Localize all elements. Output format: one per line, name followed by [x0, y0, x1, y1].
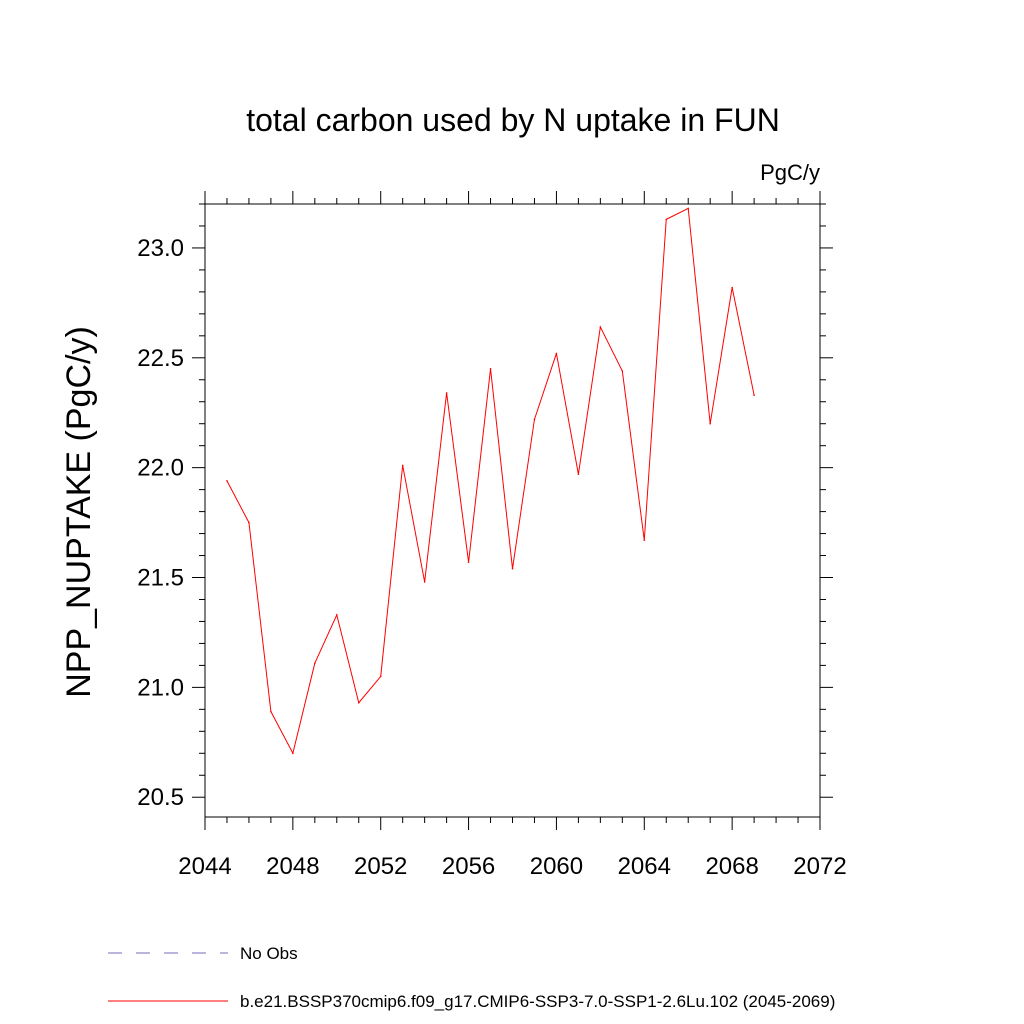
data-point — [753, 394, 755, 396]
y-tick-label: 21.5 — [137, 565, 184, 592]
x-tick-label: 2072 — [793, 853, 846, 880]
y-axis-label: NPP_NUPTAKE (PgC/y) — [60, 326, 98, 698]
data-point — [467, 561, 470, 563]
units-label: PgC/y — [760, 160, 820, 185]
legend-label-no-obs: No Obs — [240, 944, 298, 963]
data-point — [335, 614, 338, 616]
data-point — [423, 581, 426, 583]
y-tick-label: 22.5 — [137, 345, 184, 372]
data-point — [621, 370, 624, 372]
data-point — [248, 521, 250, 524]
plot-frame — [204, 203, 821, 818]
x-tick-label: 2052 — [354, 853, 407, 880]
chart-title: total carbon used by N uptake in FUN — [246, 102, 780, 138]
data-point — [226, 480, 228, 482]
data-point — [643, 539, 646, 541]
y-tick-label: 23.0 — [137, 235, 184, 262]
data-point — [555, 352, 558, 355]
data-point — [401, 464, 404, 467]
y-tick-label: 21.0 — [137, 674, 184, 701]
x-tick-label: 2044 — [178, 853, 231, 880]
data-point — [292, 752, 294, 755]
data-point — [599, 326, 602, 328]
axis-ticks: 2044 2048 2052 2056 2060 2064 2068 2072 20.5 21.0… — [137, 191, 847, 880]
x-tick-label: 2048 — [266, 853, 319, 880]
data-point — [445, 392, 448, 394]
data-point — [357, 701, 360, 704]
x-tick-label: 2060 — [530, 853, 583, 880]
y-tick-label: 20.5 — [137, 784, 184, 811]
data-point — [314, 662, 316, 665]
legend-label-model: b.e21.BSSP370cmip6.f09_g17.CMIP6-SSP3-7.… — [240, 992, 835, 1011]
data-point — [511, 567, 514, 570]
x-tick-label: 2056 — [442, 853, 495, 880]
data-point — [709, 422, 711, 425]
data-point — [687, 207, 690, 210]
data-point — [270, 710, 272, 713]
x-tick-label: 2064 — [618, 853, 671, 880]
x-tick-label: 2068 — [705, 853, 758, 880]
legend: No Obs b.e21.BSSP370cmip6.f09_g17.CMIP6-… — [108, 944, 835, 1011]
data-point — [665, 218, 668, 221]
data-point — [577, 473, 580, 476]
series-layer — [226, 207, 755, 755]
series-line — [226, 207, 755, 755]
data-point — [731, 286, 733, 289]
data-point — [489, 367, 492, 370]
data-point — [379, 675, 382, 678]
data-point — [533, 418, 536, 421]
y-tick-label: 22.0 — [137, 455, 184, 482]
